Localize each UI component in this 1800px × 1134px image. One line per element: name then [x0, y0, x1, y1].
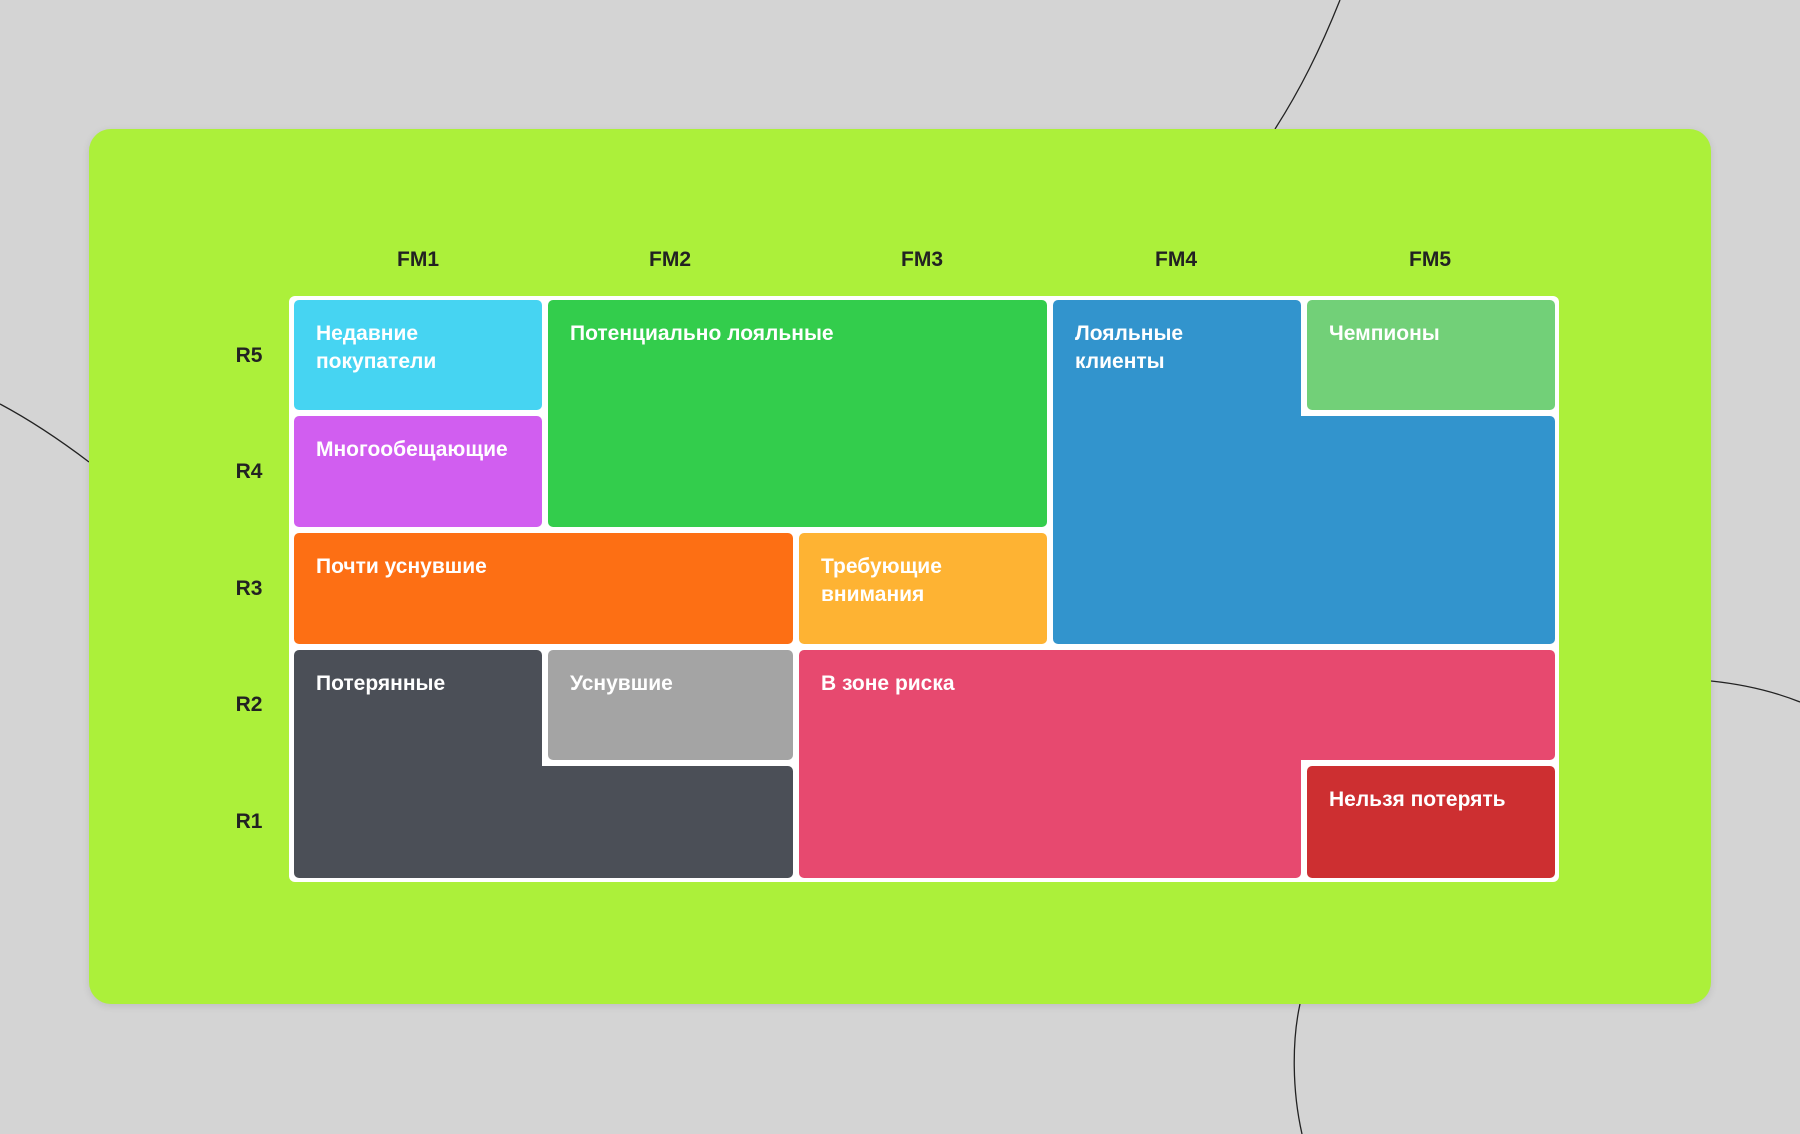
column-label-fm5: FM5	[1409, 248, 1451, 271]
segment-label: Нельзя потерять	[1329, 788, 1506, 811]
segment-label: Почти уснувшие	[316, 555, 487, 578]
row-label-r5: R5	[235, 344, 263, 367]
segment-label: Требующие внимания	[821, 555, 942, 606]
segment-label: Лояльные клиенты	[1075, 322, 1184, 373]
segment-label: В зоне риска	[821, 672, 955, 695]
segment-at-risk: В зоне риска	[799, 650, 1555, 760]
row-label-r2: R2	[235, 693, 263, 716]
segment-need-attention: Требующие внимания	[799, 533, 1047, 644]
segment-loyal: Лояльные клиенты	[1053, 300, 1301, 644]
segment-label: Потенциально лояльные	[570, 322, 834, 345]
segment-recent-buyers: Недавние покупатели	[294, 300, 542, 410]
segment-asleep: Уснувшие	[548, 650, 793, 760]
segment-label: Чемпионы	[1329, 322, 1440, 345]
segment-label: Многообещающие	[316, 438, 508, 461]
segment-at-risk-extension	[799, 754, 1301, 878]
row-label-r1: R1	[235, 810, 263, 833]
column-label-fm1: FM1	[397, 248, 439, 271]
segment-label: Недавние покупатели	[316, 322, 437, 373]
segment-lost-extension	[536, 766, 793, 878]
column-label-fm3: FM3	[901, 248, 943, 271]
row-label-r4: R4	[235, 460, 263, 483]
column-label-fm4: FM4	[1155, 248, 1197, 271]
segment-promising: Многообещающие	[294, 416, 542, 527]
segment-champions: Чемпионы	[1307, 300, 1555, 410]
column-label-fm2: FM2	[649, 248, 691, 271]
segment-almost-asleep: Почти уснувшие	[294, 533, 793, 644]
segment-potential-loyal: Потенциально лояльные	[548, 300, 1047, 527]
segment-lost: Потерянные	[294, 650, 542, 878]
segment-loyal-extension	[1295, 416, 1555, 644]
segment-label: Потерянные	[316, 672, 446, 695]
row-label-r3: R3	[235, 577, 263, 600]
segment-cannot-lose: Нельзя потерять	[1307, 766, 1555, 878]
segment-label: Уснувшие	[570, 672, 673, 695]
